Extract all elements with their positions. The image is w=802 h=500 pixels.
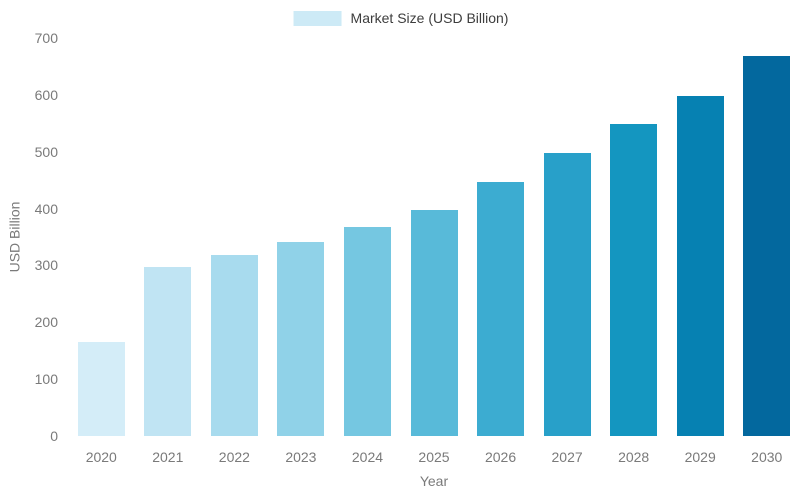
bar-2029 [676, 96, 724, 436]
bar-slot-2026 [467, 38, 534, 436]
x-tick-2022: 2022 [218, 449, 250, 465]
y-tick-700: 700 [34, 30, 58, 46]
y-tick-200: 200 [34, 314, 58, 331]
x-axis-ticks: 2020 2021 2022 2023 2024 2025 2026 2027 2028 2029… [68, 449, 800, 465]
x-tick-2024: 2024 [351, 449, 384, 465]
x-tick-2030: 2030 [751, 449, 783, 465]
bar-slot-2020 [68, 38, 135, 436]
bar-2024 [343, 226, 391, 436]
x-tick-2028: 2028 [618, 449, 650, 465]
x-axis-title: Year [419, 473, 449, 489]
x-tick-2023: 2023 [285, 449, 317, 465]
bar-2021 [144, 267, 192, 436]
legend: Market Size (USD Billion) [293, 9, 509, 27]
plot-area [68, 38, 800, 436]
bar-slot-2021 [135, 38, 202, 436]
y-tick-100: 100 [34, 371, 58, 388]
bar-slot-2029 [667, 38, 734, 436]
bar-2023 [277, 242, 325, 436]
legend-swatch [293, 10, 342, 26]
bar-slot-2030 [733, 38, 800, 436]
y-axis-ticks: 0 100 200 300 400 500 600 700 [0, 30, 58, 444]
bar-2025 [410, 210, 458, 436]
y-tick-0: 0 [50, 428, 58, 444]
bar-2028 [610, 124, 658, 436]
bar-slot-2024 [334, 38, 401, 436]
x-tick-2026: 2026 [484, 449, 517, 465]
bar-2020 [77, 342, 125, 436]
bar-2026 [477, 181, 525, 436]
bar-2022 [210, 254, 258, 436]
y-tick-500: 500 [34, 143, 58, 160]
y-tick-400: 400 [34, 200, 58, 217]
legend-label: Market Size (USD Billion) [350, 10, 509, 26]
bar-slot-2023 [268, 38, 335, 436]
y-tick-300: 300 [34, 257, 58, 274]
y-tick-600: 600 [34, 86, 58, 103]
bar-slot-2028 [600, 38, 667, 436]
x-tick-2027: 2027 [551, 449, 583, 465]
bar-2030 [743, 55, 791, 436]
x-tick-2020: 2020 [85, 449, 117, 465]
bar-2027 [543, 153, 591, 436]
x-tick-2021: 2021 [152, 449, 184, 465]
x-tick-2025: 2025 [418, 449, 450, 465]
bar-slot-2022 [201, 38, 268, 436]
bar-slot-2025 [401, 38, 468, 436]
x-tick-2029: 2029 [684, 449, 716, 465]
bar-slot-2027 [534, 38, 601, 436]
